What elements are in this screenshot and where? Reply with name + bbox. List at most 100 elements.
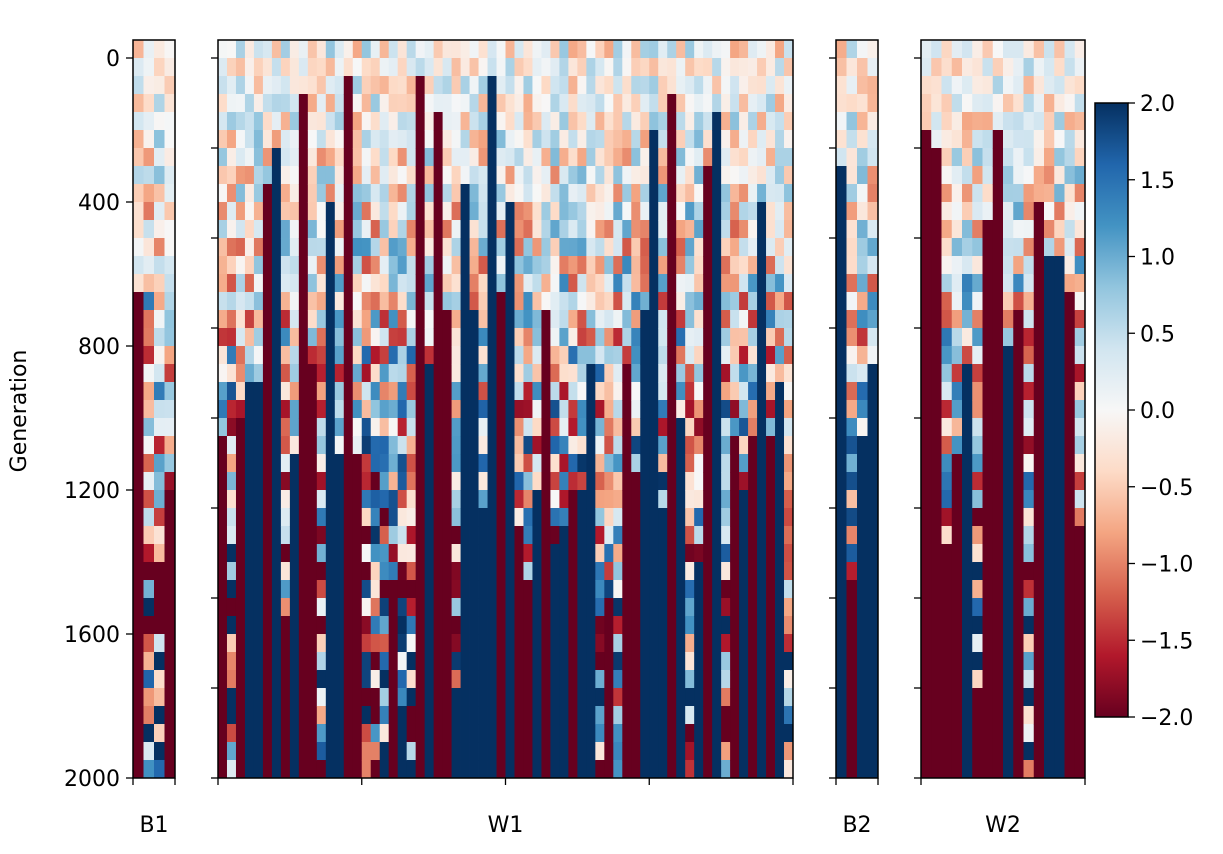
heatmap-cell [703,634,713,653]
heatmap-cell [703,112,713,131]
heatmap-cell [343,364,354,383]
heatmap-cell [370,202,381,221]
heatmap-cell [846,706,858,725]
heatmap-cell [730,562,740,581]
heatmap-cell [361,688,372,707]
heatmap-cell [846,310,858,329]
heatmap-cell [469,40,479,59]
heatmap-cell [343,76,354,95]
heatmap-cell [1013,238,1024,257]
heatmap-cell [523,148,533,167]
heatmap-cell [460,652,470,671]
heatmap-cell [1044,688,1055,707]
heatmap-cell [415,166,426,185]
heatmap-cell [712,148,722,167]
heatmap-cell [931,544,942,563]
heatmap-cell [478,670,488,689]
heatmap-cell [631,274,641,293]
heatmap-cell [469,490,479,509]
heatmap-cell [532,544,542,563]
heatmap-cell [577,400,587,419]
heatmap-cell [133,544,144,563]
heatmap-cell [586,130,596,149]
heatmap-cell [857,292,868,311]
heatmap-cell [280,508,291,527]
heatmap-cell [1013,454,1024,473]
heatmap-cell [622,742,632,761]
heatmap-cell [658,616,668,635]
heatmap-cell [334,94,345,113]
heatmap-cell [1003,526,1014,545]
heatmap-cell [478,274,488,293]
heatmap-cell [1054,526,1065,545]
heatmap-cell [595,364,605,383]
heatmap-cell [496,184,506,203]
heatmap-cell [218,274,228,293]
heatmap-cell [712,598,722,617]
heatmap-cell [1023,526,1035,545]
heatmap-cell [640,580,650,599]
heatmap-cell [595,58,605,77]
heatmap-cell [748,508,758,527]
heatmap-cell [316,382,327,401]
heatmap-cell [931,40,942,59]
heatmap-cell [931,256,942,275]
heatmap-cell [784,418,794,437]
heatmap-cell [730,364,740,383]
heatmap-cell [721,238,731,257]
heatmap-cell [133,616,144,635]
heatmap-cell [541,634,551,653]
heatmap-cell [667,382,677,401]
heatmap-cell [325,166,336,185]
heatmap-cell [1064,148,1076,167]
heatmap-cell [406,742,417,761]
heatmap-cell [397,544,408,563]
heatmap-cell [316,328,327,347]
heatmap-cell [460,544,470,563]
heatmap-cell [730,688,740,707]
heatmap-cell [766,58,776,77]
heatmap-cell [941,112,953,131]
heatmap-cell [334,238,345,257]
heatmap-cell [487,634,497,653]
heatmap-cell [451,724,461,743]
heatmap-cell [962,76,973,95]
heatmap-cell [289,436,300,455]
heatmap-cell [164,166,176,185]
heatmap-cell [712,382,722,401]
heatmap-cell [867,310,879,329]
heatmap-cell [164,184,176,203]
heatmap-cell [640,616,650,635]
heatmap-cell [1044,634,1055,653]
heatmap-cell [361,454,372,473]
heatmap-cell [836,634,847,653]
heatmap-cell [1044,112,1055,131]
heatmap-cell [703,670,713,689]
heatmap-cell [658,328,668,347]
heatmap-cell [1003,364,1014,383]
heatmap-cell [1033,490,1045,509]
heatmap-cell [1044,382,1055,401]
heatmap-cell [667,454,677,473]
heatmap-cell [343,184,354,203]
heatmap-cell [289,688,300,707]
heatmap-cell [397,760,408,779]
heatmap-cell [218,544,228,563]
heatmap-cell [577,184,587,203]
heatmap-cell [133,310,144,329]
heatmap-cell [262,454,273,473]
heatmap-cell [442,526,452,545]
heatmap-cell [1044,436,1055,455]
heatmap-cell [496,652,506,671]
heatmap-cell [775,346,785,365]
heatmap-cell [164,292,176,311]
heatmap-cell [1013,490,1024,509]
heatmap-cell [218,130,228,149]
heatmap-cell [406,418,417,437]
heatmap-cell [586,616,596,635]
heatmap-cell [1023,724,1035,743]
heatmap-cell [133,688,144,707]
heatmap-cell [271,292,282,311]
heatmap-cell [1023,508,1035,527]
heatmap-cell [640,418,650,437]
